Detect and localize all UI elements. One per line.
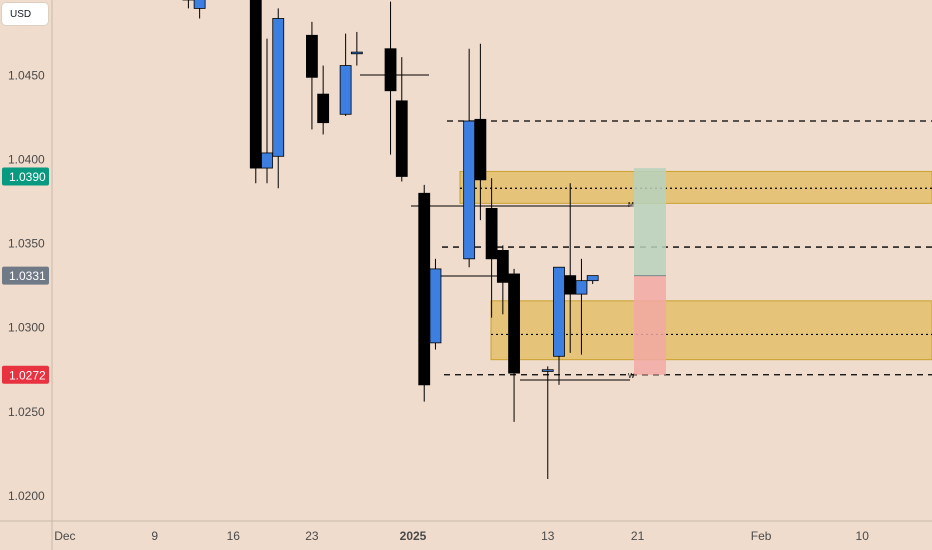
position-stop-zone[interactable] (634, 275, 666, 375)
zone-label-w: W (628, 373, 635, 380)
candle-body[interactable] (485, 207, 498, 260)
candle-body[interactable] (575, 280, 588, 295)
candle-body[interactable] (586, 275, 599, 282)
zone-rect[interactable] (459, 170, 932, 204)
x-tick-label: 23 (305, 529, 319, 543)
candle-body[interactable] (541, 369, 554, 372)
x-tick-label: 13 (541, 529, 555, 543)
candle-body[interactable] (272, 18, 285, 157)
candle-body[interactable] (474, 118, 487, 181)
x-tick-label: 2025 (400, 529, 427, 543)
candle-body[interactable] (339, 65, 352, 115)
x-tick-label: 16 (227, 529, 241, 543)
candle-body[interactable] (418, 192, 431, 386)
x-tick-label: Dec (54, 529, 75, 543)
candle-body[interactable] (564, 275, 577, 295)
price-badge[interactable] (2, 365, 49, 384)
candle-body[interactable] (553, 266, 565, 357)
y-tick-label: 1.0250 (8, 405, 45, 419)
y-tick-label: 1.0200 (8, 489, 45, 503)
y-tick-label: 1.0400 (8, 153, 45, 167)
price-badge[interactable] (2, 167, 49, 186)
candle-body[interactable] (429, 268, 442, 344)
candle-body[interactable] (395, 100, 408, 177)
currency-button[interactable]: USD (2, 3, 48, 25)
y-tick-label: 1.0450 (8, 69, 45, 83)
x-tick-label: 9 (151, 529, 158, 543)
x-tick-label: 21 (631, 529, 645, 543)
candle-body[interactable] (306, 34, 318, 78)
candle-body[interactable] (249, 0, 262, 169)
candle-body[interactable] (384, 48, 397, 92)
position-target-zone[interactable] (634, 168, 666, 276)
y-tick-label: 1.0350 (8, 237, 45, 251)
price-badge-label: 1.0331 (9, 269, 46, 283)
candle-body[interactable] (496, 250, 509, 283)
x-tick-label: Feb (751, 529, 772, 543)
candle-body[interactable] (193, 0, 206, 9)
price-badge-label: 1.0390 (9, 170, 46, 184)
price-badge[interactable] (2, 266, 49, 285)
candle-body[interactable] (350, 51, 363, 55)
x-tick-label: 10 (856, 529, 870, 543)
zone-label-m: M (628, 202, 634, 209)
candle-body[interactable] (508, 273, 520, 374)
y-tick-label: 1.0300 (8, 321, 45, 335)
candle-body[interactable] (463, 120, 476, 260)
price-badge-label: 1.0272 (9, 368, 46, 382)
candle-body[interactable] (261, 152, 273, 169)
candle-body[interactable] (317, 93, 330, 124)
